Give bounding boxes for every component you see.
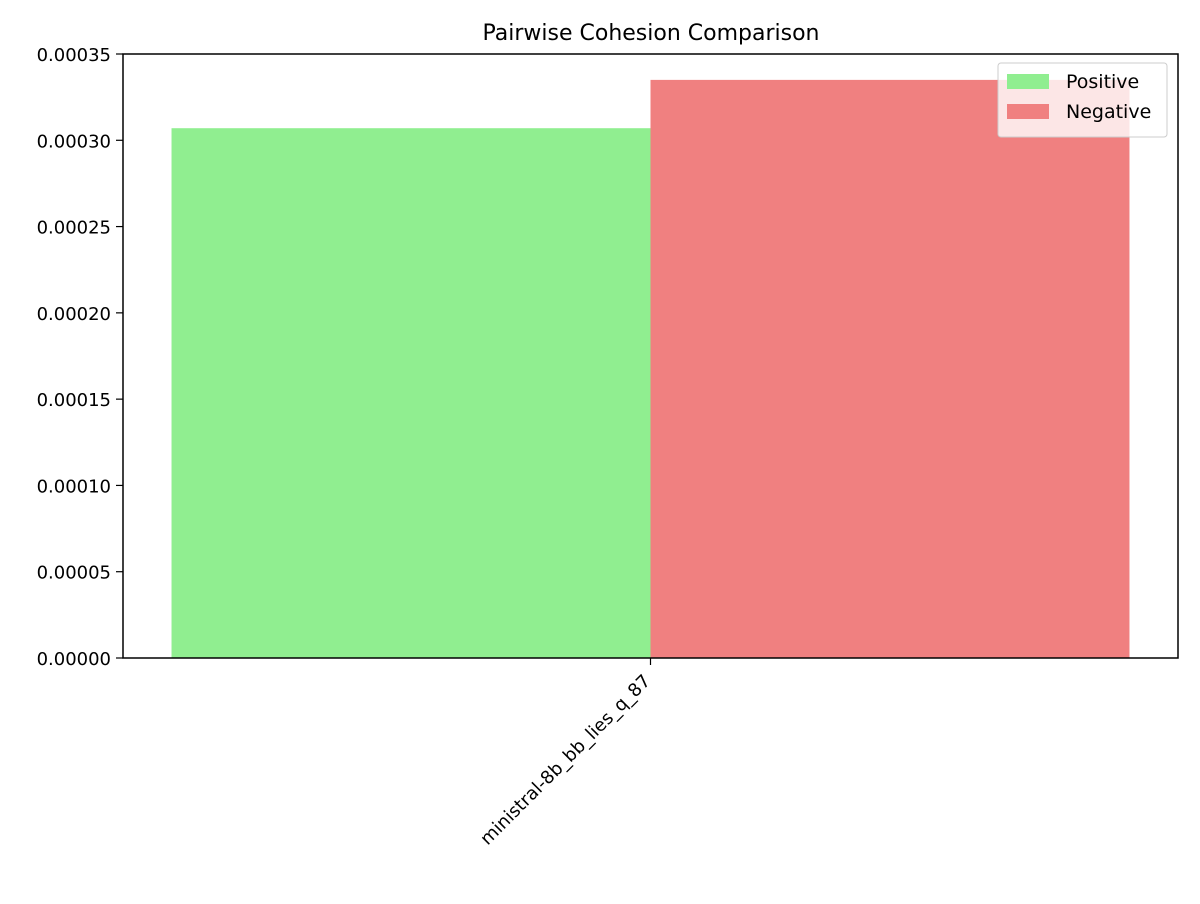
y-tick-label: 0.00005 <box>37 563 111 584</box>
chart-title: Pairwise Cohesion Comparison <box>482 21 819 46</box>
y-tick-label: 0.00020 <box>37 304 111 325</box>
y-tick-label: 0.00010 <box>37 476 111 497</box>
y-tick-label: 0.00015 <box>37 390 111 411</box>
legend-label-negative: Negative <box>1066 101 1151 123</box>
legend: Positive Negative <box>997 62 1168 138</box>
bar-positive-0 <box>171 128 651 659</box>
bar-negative-0 <box>650 79 1130 658</box>
legend-swatch-negative <box>1007 104 1049 119</box>
bars-layer <box>171 79 1130 659</box>
legend-label-positive: Positive <box>1066 71 1139 93</box>
y-tick-label: 0.00035 <box>37 45 111 66</box>
y-tick-label: 0.00000 <box>37 649 111 670</box>
y-tick-label: 0.00025 <box>37 218 111 239</box>
y-tick-label: 0.00030 <box>37 131 111 152</box>
y-axis: 0.00000 0.00005 0.00010 0.00015 0.00020 0.000… <box>37 45 123 670</box>
legend-swatch-positive <box>1007 74 1049 89</box>
plot-frame <box>122 53 1179 659</box>
